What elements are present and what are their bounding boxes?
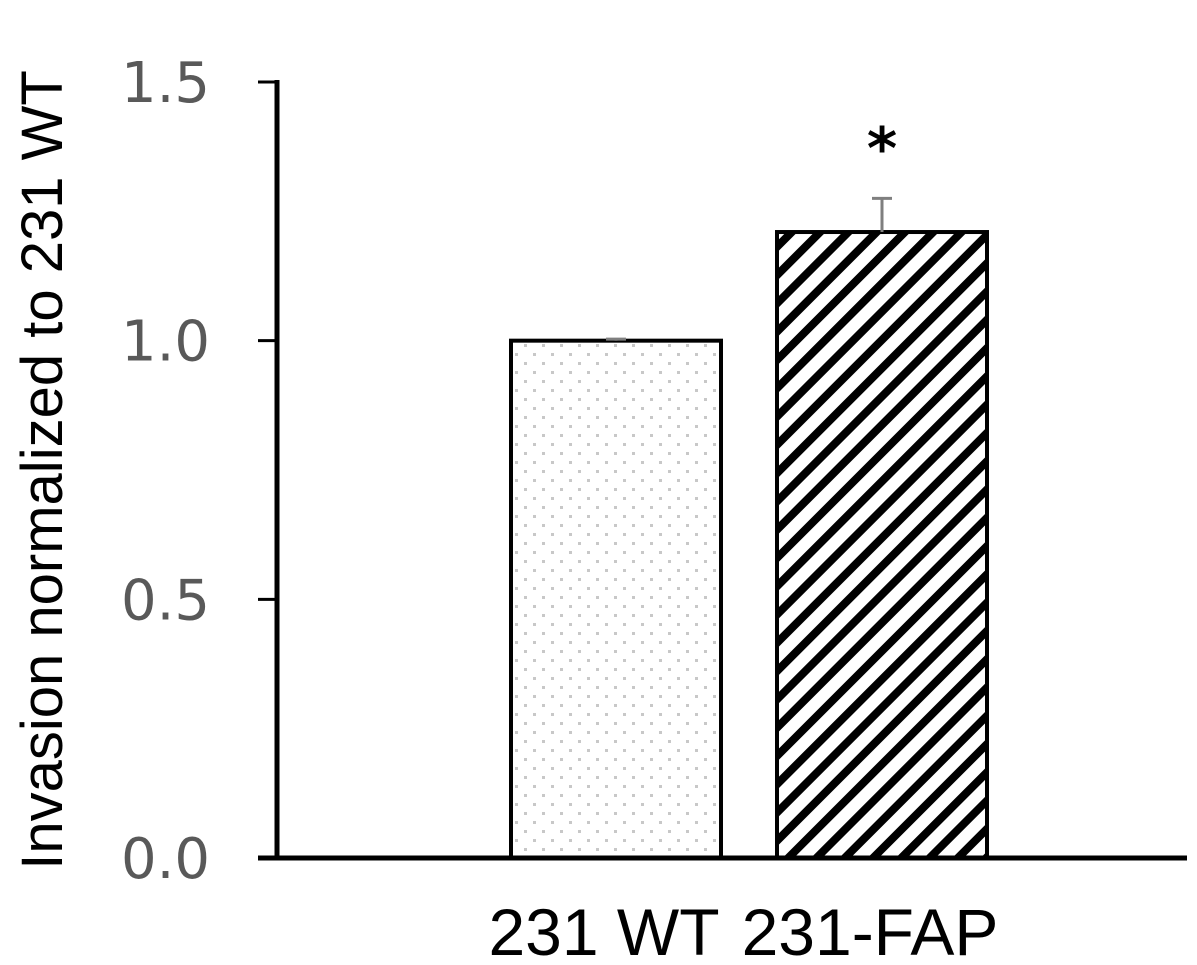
y-axis-ticks: 0.0 0.5 1.0 1.5: [121, 51, 277, 892]
bars: [509, 230, 989, 860]
bar-2: [775, 230, 989, 860]
y-tick-label: 1.0: [121, 310, 210, 375]
x-category-label: 231-FAP: [742, 895, 999, 965]
y-tick-label: 0.5: [121, 568, 210, 633]
x-category-label: 231 WT: [488, 895, 719, 965]
significance-star: *: [867, 114, 897, 182]
x-axis-categories: 231 WT 231-FAP: [488, 895, 998, 965]
significance-annotations: *: [867, 114, 897, 182]
y-axis-title: Invasion normalized to 231 WT: [10, 70, 75, 869]
bar-1: [509, 338, 723, 860]
error-bars: [606, 196, 892, 341]
y-tick-label: 0.0: [121, 827, 210, 892]
y-tick-label: 1.5: [121, 51, 210, 116]
